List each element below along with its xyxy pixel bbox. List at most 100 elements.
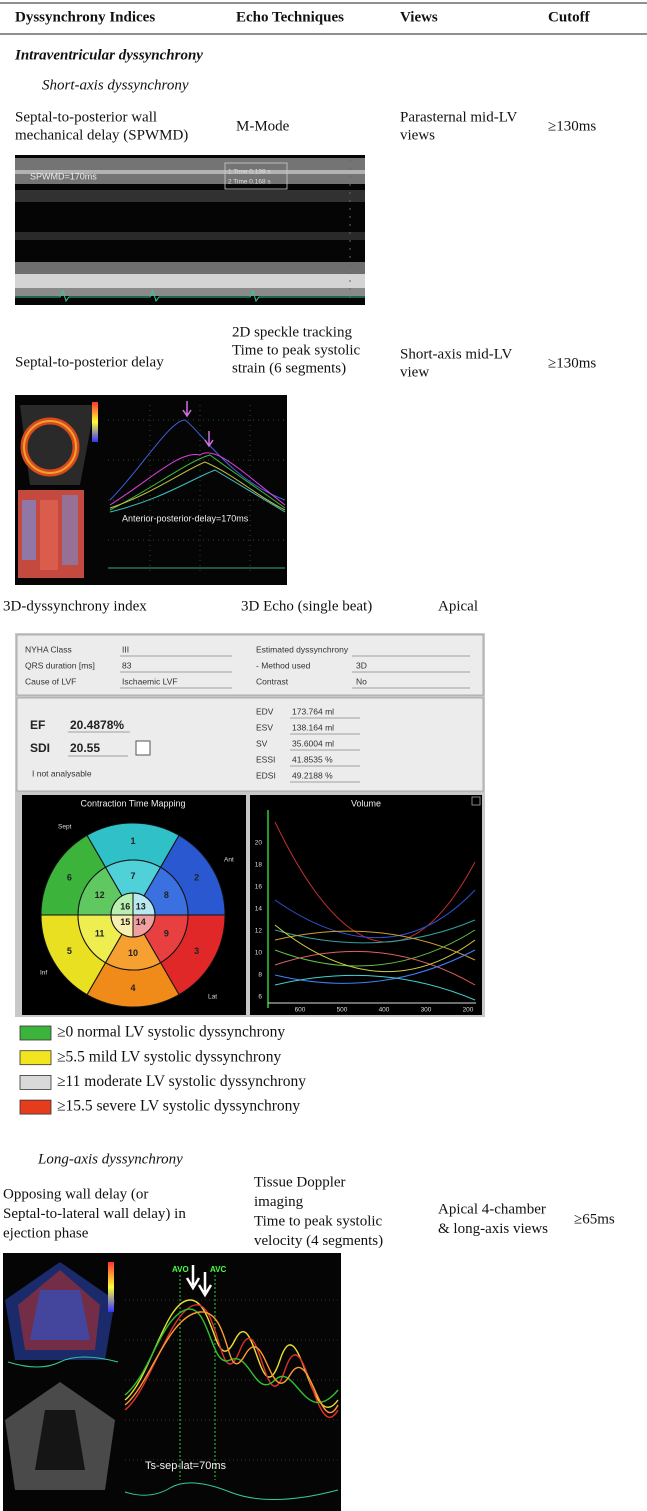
segment-label: 10	[128, 948, 138, 958]
legend-label: ≥0 normal LV systolic dyssynchrony	[57, 1024, 285, 1041]
image-readout: 2 Time 0.168 s	[228, 179, 271, 186]
volume-label: EDSI	[256, 770, 276, 780]
column-header: Dyssynchrony Indices	[15, 9, 155, 25]
bullseye-title: Contraction Time Mapping	[80, 798, 185, 808]
segment-label: 3	[194, 946, 199, 956]
cell-view: Apical 4-chamber	[438, 1201, 546, 1217]
form-label: - Method used	[256, 660, 311, 670]
tdi-image	[3, 1253, 341, 1511]
segment-label: 8	[164, 890, 169, 900]
volume-x-tick: 400	[379, 1007, 390, 1014]
cell-technique: velocity (4 segments)	[254, 1233, 383, 1249]
section-title: Intraventricular dyssynchrony	[14, 47, 203, 63]
volume-value: 35.6004 ml	[292, 738, 334, 748]
cell-index: Septal-to-lateral wall delay) in	[3, 1206, 186, 1222]
cell-index: Septal-to-posterior delay	[15, 354, 164, 370]
segment-label: 4	[130, 983, 135, 993]
legend-label: ≥5.5 mild LV systolic dyssynchrony	[57, 1048, 281, 1065]
legend-label: ≥15.5 severe LV systolic dyssynchrony	[57, 1098, 300, 1115]
volume-y-tick: 18	[255, 862, 263, 869]
segment-label: 11	[95, 929, 105, 939]
cell-technique: Time to peak systolic	[232, 342, 361, 358]
cell-cutoff: ≥65ms	[574, 1211, 615, 1227]
region-label: Ant	[224, 857, 234, 864]
segment-label: 2	[194, 873, 199, 883]
cell-technique: imaging	[254, 1194, 304, 1210]
echo3d-image: 12345678910111213141516	[15, 633, 485, 1017]
segment-label: 6	[67, 873, 72, 883]
region-label: Lat	[208, 994, 217, 1001]
volume-value: 49.2188 %	[292, 770, 333, 780]
cell-view: view	[400, 364, 429, 380]
volume-x-tick: 600	[295, 1007, 306, 1014]
cell-technique: 2D speckle tracking	[232, 324, 352, 340]
volume-y-tick: 6	[258, 994, 262, 1001]
form-label: NYHA Class	[25, 644, 72, 654]
volume-value: 41.8535 %	[292, 754, 333, 764]
ef-label: EF	[30, 718, 45, 732]
cell-view: Short-axis mid-LV	[400, 346, 513, 362]
event-label: AVO	[172, 1265, 189, 1274]
volume-value: 138.164 ml	[292, 722, 334, 732]
cell-technique: Tissue Doppler	[254, 1174, 346, 1190]
form-value: 83	[122, 660, 132, 670]
cell-index: ejection phase	[3, 1225, 89, 1241]
volume-title: Volume	[351, 798, 381, 808]
segment-label: 12	[95, 890, 105, 900]
form-value: III	[122, 644, 129, 654]
form-value: 3D	[356, 660, 367, 670]
volume-y-tick: 10	[255, 950, 263, 957]
segment-label: 9	[164, 929, 169, 939]
form-label: QRS duration [ms]	[25, 660, 95, 670]
subsection-title: Short-axis dyssynchrony	[42, 77, 189, 93]
form-value: No	[356, 676, 367, 686]
form-label: Cause of LVF	[25, 676, 76, 686]
cell-index: mechanical delay (SPWMD)	[15, 127, 188, 143]
form-value: Ischaemic LVF	[122, 676, 178, 686]
column-header: Echo Techniques	[236, 9, 344, 25]
volume-label: EDV	[256, 706, 274, 716]
segment-label: 13	[136, 902, 146, 912]
volume-x-tick: 500	[337, 1007, 348, 1014]
segment-label: 5	[67, 946, 72, 956]
form-note: I not analysable	[32, 768, 92, 778]
segment-label: 16	[120, 902, 130, 912]
cell-view: Parasternal mid-LV	[400, 109, 518, 125]
volume-y-tick: 12	[255, 928, 263, 935]
region-label: Sept	[58, 824, 72, 831]
column-header: Cutoff	[548, 9, 591, 25]
legend-swatch	[20, 1026, 51, 1040]
segment-label: 7	[130, 871, 135, 881]
volume-label: ESV	[256, 722, 273, 732]
cell-view: & long-axis views	[438, 1221, 548, 1237]
speckle-image	[15, 395, 287, 585]
cell-view: views	[400, 127, 435, 143]
image-label: Anterior-posterior-delay=170ms	[122, 513, 249, 523]
cell-index: 3D-dyssynchrony index	[3, 598, 147, 614]
volume-x-tick: 300	[421, 1007, 432, 1014]
sdi-value: 20.55	[70, 741, 100, 755]
segment-label: 14	[136, 917, 146, 927]
volume-x-tick: 200	[463, 1007, 474, 1014]
legend-swatch	[20, 1100, 51, 1114]
cell-technique: Time to peak systolic	[254, 1213, 383, 1229]
volume-label: SV	[256, 738, 268, 748]
subsection-title: Long-axis dyssynchrony	[37, 1151, 183, 1167]
image-label: SPWMD=170ms	[30, 171, 97, 181]
volume-label: ESSI	[256, 754, 275, 764]
page: 12345678910111213141516	[0, 0, 647, 1511]
cell-index: Opposing wall delay (or	[3, 1186, 148, 1202]
cell-cutoff: ≥130ms	[548, 355, 596, 371]
form-label: Contrast	[256, 676, 289, 686]
cell-technique: 3D Echo (single beat)	[241, 598, 372, 614]
ef-value: 20.4878%	[70, 718, 124, 732]
sdi-label: SDI	[30, 741, 50, 755]
cell-index: Septal-to-posterior wall	[15, 109, 157, 125]
image-label: Ts-sep-lat=70ms	[145, 1460, 227, 1472]
region-label: Inf	[40, 970, 47, 977]
cell-technique: strain (6 segments)	[232, 360, 346, 376]
volume-y-tick: 14	[255, 906, 263, 913]
volume-y-tick: 16	[255, 884, 263, 891]
cell-cutoff: ≥130ms	[548, 118, 596, 134]
column-header: Views	[400, 9, 438, 25]
